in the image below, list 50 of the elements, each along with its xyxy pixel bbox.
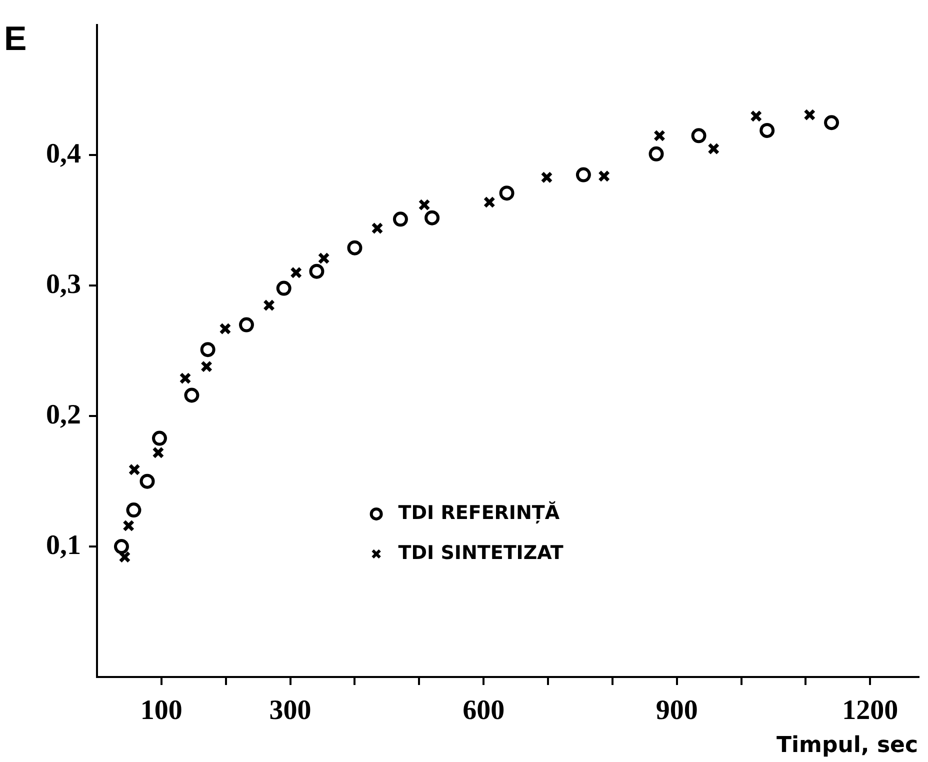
point (309, 264, 324, 279)
point (126, 502, 142, 518)
point (483, 196, 496, 208)
point (540, 171, 553, 184)
point (118, 551, 131, 563)
y-tick-label: 0,4 (46, 138, 81, 170)
point (653, 130, 666, 142)
point (708, 142, 720, 155)
y-tick-label: 0,3 (46, 268, 81, 300)
x-tick-label: 1200 (842, 695, 898, 726)
point (140, 474, 155, 489)
legend-label: TDI SINTETIZAT (398, 542, 564, 564)
point (238, 317, 254, 332)
point (418, 198, 430, 211)
point (371, 222, 384, 234)
point (179, 372, 192, 384)
point (804, 108, 816, 121)
x-axis-title: Timpul, sec (776, 733, 918, 758)
y-tick-label: 0,1 (46, 530, 81, 561)
point (276, 280, 292, 296)
point (392, 212, 408, 227)
point (598, 170, 610, 182)
y-tick-label: 0,2 (46, 399, 81, 430)
x-tick-label: 100 (140, 695, 182, 726)
point (750, 110, 762, 122)
point (263, 299, 276, 312)
point (424, 210, 440, 226)
x-tick-label: 600 (462, 695, 505, 726)
point (499, 186, 514, 201)
point (219, 322, 232, 335)
point (691, 128, 706, 144)
x-tick-label: 900 (656, 695, 698, 726)
point (576, 167, 591, 182)
x-tick-label: 300 (269, 695, 312, 726)
point (200, 342, 216, 358)
point (184, 388, 200, 403)
point (152, 446, 164, 459)
point (128, 464, 140, 476)
point (114, 539, 129, 554)
point (648, 146, 664, 162)
y-axis-title: E (4, 20, 27, 58)
point (318, 252, 330, 264)
point (760, 122, 775, 138)
point (152, 430, 167, 446)
point (122, 520, 135, 532)
legend-label: TDI REFERINȚĂ (398, 500, 560, 524)
point (290, 266, 302, 279)
point (824, 115, 840, 130)
point (347, 240, 362, 256)
point (200, 360, 213, 373)
